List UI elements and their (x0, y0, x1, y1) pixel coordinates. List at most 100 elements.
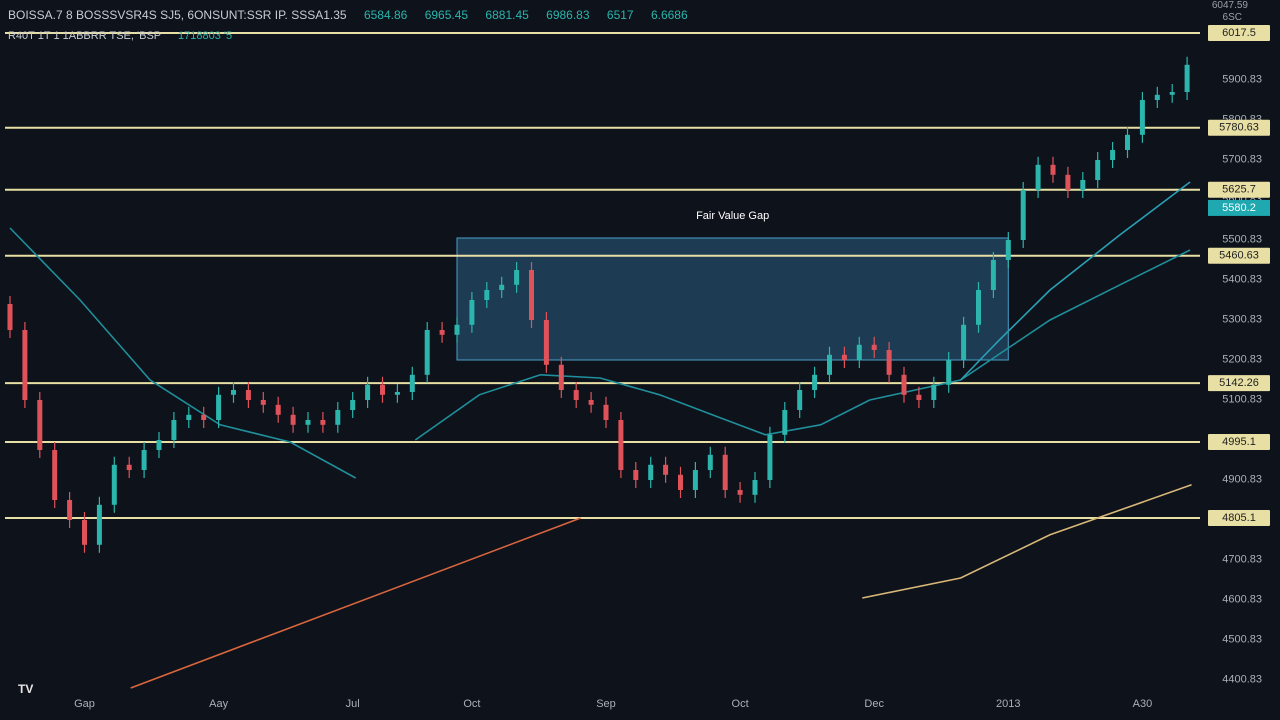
y-tick-label: 5300.83 (1222, 314, 1262, 326)
candle-body (752, 480, 758, 495)
candle-body (424, 330, 430, 375)
annotation: Fair Value Gap (696, 210, 769, 222)
x-tick-label: Sep (596, 698, 616, 710)
y-tick-label: 5500.83 (1222, 234, 1262, 246)
level-label: 4805.1 (1222, 512, 1256, 524)
logo: TV (18, 682, 34, 696)
candle-body (380, 384, 385, 395)
level-box (1208, 247, 1270, 264)
candle-body (1169, 92, 1175, 95)
candle-body (275, 404, 281, 415)
x-tick-label: A30 (1133, 698, 1153, 710)
y-tick-label: 5400.83 (1222, 274, 1262, 286)
candle-body (335, 410, 341, 425)
candle-body (797, 390, 803, 410)
candle-body (439, 330, 445, 335)
level-box (1208, 375, 1270, 392)
candle-body (633, 470, 639, 480)
y-tick-label: 4500.83 (1222, 634, 1262, 646)
candle-body (111, 464, 117, 505)
sub-text: R40T 1T 1 1ABBRR TSE, 'BSP (8, 30, 161, 42)
candle-body (82, 520, 87, 545)
x-tick-label: 2013 (996, 698, 1020, 710)
quote: 6584.86 (363, 8, 408, 22)
candle-body (96, 504, 102, 545)
level-box (1208, 119, 1270, 136)
candle-body (692, 470, 698, 490)
y-tick-label: 5900.83 (1222, 74, 1262, 86)
candle-body (573, 390, 579, 400)
candle-body (171, 420, 177, 440)
candle-body (67, 500, 73, 520)
level-box (1208, 181, 1270, 198)
x-tick-label: Gap (74, 698, 95, 710)
quote: 6986.83 (546, 8, 590, 22)
level-label: 6017.5 (1222, 27, 1256, 39)
candle-body (678, 474, 683, 490)
level-box (1208, 25, 1270, 41)
quote: 6517 (606, 8, 634, 22)
y-tick-label: 4600.83 (1222, 594, 1262, 606)
level-label: 5142.26 (1219, 377, 1259, 389)
quote: 6881.45 (485, 8, 529, 22)
candle-body (603, 404, 609, 420)
x-tick-label: Jul (346, 698, 360, 710)
candle-body (946, 360, 952, 385)
symbol: BOISSA.7 8 BOSSSVSR4S SJ5, 6ONSUNT:SSR I… (8, 8, 347, 22)
candle-body (1080, 180, 1086, 190)
candle-body (156, 440, 162, 450)
y-tick-label: 4700.83 (1222, 554, 1262, 566)
y-tick-label: 5100.83 (1222, 394, 1262, 406)
sub-value: 1718803 '5 (177, 30, 233, 42)
header-sub: R40T 1T 1 1ABBRR TSE, 'BSP 1718803 '5 (8, 30, 232, 42)
y-tick-label: 4900.83 (1222, 474, 1262, 486)
last-price-label: 5580.2 (1222, 202, 1256, 214)
candle-body (141, 450, 147, 470)
indicator-line (130, 517, 581, 689)
candle-body (350, 400, 356, 410)
candle-body (1035, 164, 1041, 190)
candle-body (782, 410, 788, 435)
candle-body (1020, 190, 1026, 240)
candle-body (52, 450, 58, 500)
candle-body (767, 434, 773, 480)
level-label: 5780.63 (1219, 122, 1259, 134)
candle-body (841, 354, 847, 360)
indicator-line (862, 484, 1192, 599)
candle-body (558, 364, 564, 390)
candle-body (454, 324, 460, 335)
candle-body (1095, 160, 1101, 180)
candle-body (305, 420, 311, 425)
candle-body (365, 384, 371, 400)
candle-body (1139, 100, 1145, 135)
candle-body (618, 420, 624, 470)
candle-body (37, 400, 43, 450)
candle-body (290, 414, 296, 425)
indicator-line (9, 227, 357, 479)
candle-body (827, 354, 832, 375)
candle-body (216, 394, 222, 420)
last-price-box (1208, 199, 1270, 216)
candle-body (1154, 94, 1160, 100)
candle-body (201, 414, 207, 420)
candle-body (409, 374, 415, 392)
candle-body (916, 394, 922, 400)
candle-body (1005, 240, 1011, 260)
candle-body (7, 304, 13, 330)
candle-body (588, 400, 594, 405)
y-tick-label: 5200.83 (1222, 354, 1262, 366)
quote: 6965.45 (424, 8, 469, 22)
candle-body (886, 350, 892, 375)
candle-body (990, 260, 996, 290)
x-tick-label: Oct (463, 698, 480, 710)
candle-body (737, 490, 743, 495)
candle-body (514, 270, 520, 285)
candle-body (543, 320, 549, 365)
level-label: 5460.63 (1219, 250, 1259, 262)
x-tick-label: Dec (864, 698, 884, 710)
indicator-line (414, 249, 1191, 441)
candle-body (126, 464, 132, 470)
header-row: BOISSA.7 8 BOSSSVSR4S SJ5, 6ONSUNT:SSR I… (8, 8, 688, 22)
candle-body (469, 300, 475, 325)
